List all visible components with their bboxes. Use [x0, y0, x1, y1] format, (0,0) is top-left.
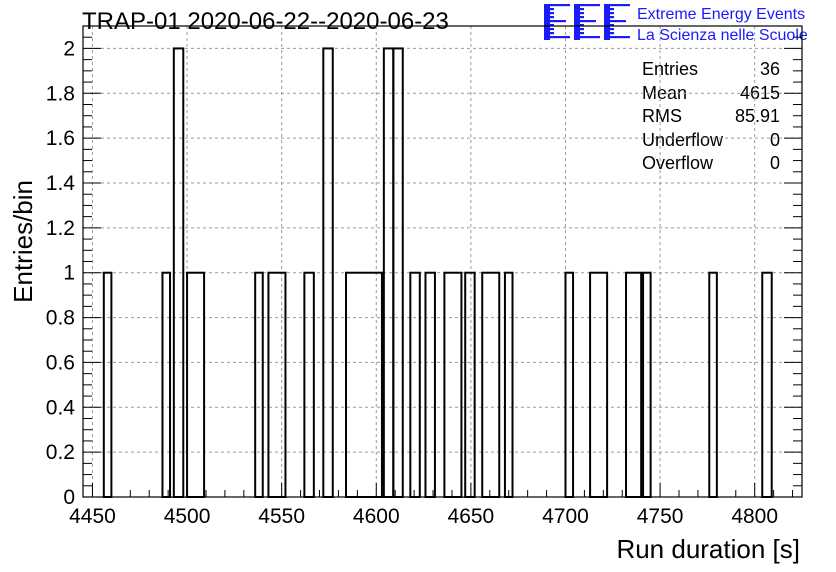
plot-frame: [82, 25, 803, 498]
eee-logo: [544, 4, 630, 40]
histogram-bin: [761, 271, 773, 499]
x-tick-label: 4500: [164, 505, 211, 528]
y-tick-label: 1.2: [46, 217, 75, 240]
histogram-bin: [345, 271, 383, 499]
y-tick-label: 1: [63, 262, 75, 285]
x-tick-label: 4450: [69, 505, 116, 528]
stats-label: Mean: [642, 82, 688, 103]
histogram-bin: [254, 271, 264, 499]
x-tick-label: 4800: [731, 505, 778, 528]
grid-lines: [83, 26, 802, 497]
stats-value: 85.91: [734, 106, 780, 126]
histogram-bin: [708, 271, 718, 499]
y-tick-label: 0.8: [46, 307, 75, 330]
y-tick-label: 0.6: [46, 351, 75, 374]
y-axis-ticks: 0 0.2 0.4 0.6 0.8 1 1.2 1.4 1.6 1.8 2: [46, 25, 802, 509]
x-axis-ticks: 4450 4500 4550 4600 4650 4700 4750 4800: [69, 483, 794, 528]
histogram-bin: [424, 271, 436, 499]
y-tick-label: 1.6: [46, 127, 75, 150]
stats-value: 0: [769, 153, 780, 173]
logo-letter-E: [544, 4, 570, 40]
y-tick-label: 0: [63, 486, 75, 509]
logo-letter-E: [604, 4, 630, 40]
histogram-bin: [443, 271, 463, 499]
histogram-bin: [503, 271, 514, 499]
stats-value: 36: [759, 59, 780, 79]
stats-label: Underflow: [642, 129, 724, 150]
histogram-bin: [642, 271, 652, 499]
stats-label: RMS: [642, 106, 682, 126]
x-tick-label: 4600: [353, 505, 400, 528]
y-tick-label: 1.4: [46, 172, 76, 195]
logo-line2: La Scienza nelle Scuole: [637, 27, 808, 44]
x-tick-label: 4750: [637, 505, 684, 528]
y-tick-label: 1.8: [46, 82, 75, 105]
histogram-bin: [186, 271, 206, 499]
stats-label: Entries: [642, 59, 699, 79]
logo-line1: Extreme Energy Events: [637, 6, 806, 23]
stats-row-rms: RMS 85.91: [642, 105, 780, 129]
histogram-bin: [409, 271, 421, 499]
x-tick-label: 4700: [542, 505, 589, 528]
y-tick-label: 2: [63, 37, 75, 60]
histogram-bin: [464, 271, 476, 499]
stats-row-entries: Entries 36: [642, 58, 780, 82]
x-axis-label: Run duration [s]: [616, 534, 800, 564]
histogram-bin: [589, 271, 609, 499]
histogram-bin: [161, 271, 172, 499]
histogram-bin: [267, 271, 287, 499]
y-tick-label: 0.2: [46, 441, 75, 464]
histogram-bin: [564, 271, 575, 499]
stats-row-mean: Mean 4615: [642, 82, 780, 106]
stats-value: 4615: [739, 82, 780, 103]
stats-row-underflow: Underflow 0: [642, 129, 780, 153]
y-axis-label: Entries/bin: [8, 180, 38, 303]
x-tick-label: 4550: [258, 505, 305, 528]
chart-title: TRAP-01 2020-06-22--2020-06-23: [82, 8, 449, 35]
histogram-bin: [303, 271, 315, 499]
logo-caption: Extreme Energy Events La Scienza nelle S…: [637, 4, 808, 46]
stats-value: 0: [769, 129, 780, 150]
eee-logo-letters: [544, 4, 630, 40]
histogram-bin: [481, 271, 501, 499]
histogram-bin: [625, 271, 643, 499]
histogram-bin: [102, 271, 113, 499]
y-tick-label: 0.4: [46, 396, 76, 419]
x-tick-label: 4650: [448, 505, 495, 528]
logo-letter-E: [574, 4, 600, 40]
